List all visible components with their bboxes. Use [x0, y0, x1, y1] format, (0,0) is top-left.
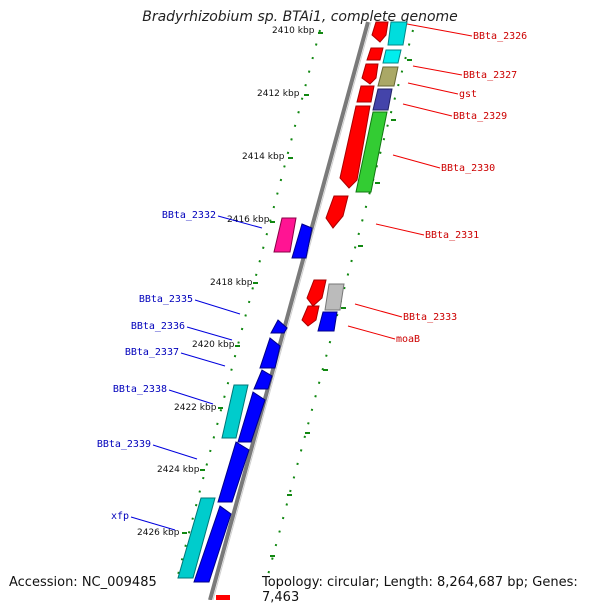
- gene-bbta-2333-red-a: [306, 279, 327, 307]
- major-ticks: [182, 32, 412, 557]
- left-tick-scale: [177, 29, 321, 576]
- gene-bbta-2329-red: [356, 85, 375, 103]
- gene-bbta-2330-red: [339, 105, 371, 189]
- label-bbta-2326: BBta_2326: [473, 31, 527, 42]
- label-bbta-2333: BBta_2333: [403, 312, 457, 323]
- label-bbta-2338: BBta_2338: [113, 384, 167, 395]
- gene-bbta-2332: [291, 223, 313, 259]
- kbp-label-2424: 2424 kbp: [157, 465, 200, 475]
- label-bbta-2339: BBta_2339: [97, 439, 151, 450]
- gene-bbta-2338: [237, 391, 266, 443]
- label-bbta-2331: BBta_2331: [425, 230, 479, 241]
- gene-bbta-2336: [270, 319, 288, 334]
- label-gst: gst: [459, 89, 477, 100]
- gene-bbta-2337: [259, 337, 281, 369]
- kbp-label-2420: 2420 kbp: [192, 340, 235, 350]
- gene-features-right: [301, 21, 408, 332]
- gene-bbta-2332-magenta: [273, 217, 297, 253]
- gene-bbta-2327: [366, 47, 384, 61]
- gene-bbta-2333-red-b: [301, 305, 320, 327]
- gene-bbta-2333: [324, 283, 345, 311]
- label-bbta-2335: BBta_2335: [139, 294, 193, 305]
- gene-bbta-2328-red: [361, 63, 379, 85]
- map-title: Bradyrhizobium sp. BTAi1, complete genom…: [142, 9, 458, 25]
- topology-text: Topology: circular; Length: 8,264,687 bp…: [262, 575, 578, 605]
- gene-bbta-2331: [325, 195, 349, 229]
- gene-bbta-2329: [372, 88, 393, 111]
- label-xfp: xfp: [111, 511, 129, 522]
- gene-moab: [317, 311, 338, 332]
- label-bbta-2336: BBta_2336: [131, 321, 185, 332]
- kbp-label-2410: 2410 kbp: [272, 26, 315, 36]
- gene-gst: [377, 66, 399, 87]
- kbp-label-2416: 2416 kbp: [227, 215, 270, 225]
- accession-text: Accession: NC_009485: [9, 575, 157, 590]
- gene-features-left: [177, 217, 313, 600]
- gene-bbta-2338-small: [253, 369, 273, 390]
- kbp-label-2412: 2412 kbp: [257, 89, 300, 99]
- kbp-label-2414: 2414 kbp: [242, 152, 285, 162]
- gene-xfp: [193, 505, 232, 583]
- label-bbta-2332: BBta_2332: [162, 210, 216, 221]
- gene-bbta-2327-cyan: [382, 49, 402, 64]
- kbp-label-2418: 2418 kbp: [210, 278, 253, 288]
- gene-bbta-2330: [355, 111, 388, 193]
- gene-bottom-red: [216, 595, 230, 600]
- label-bbta-2329: BBta_2329: [453, 111, 507, 122]
- gene-bbta-2338-cyan: [221, 384, 249, 439]
- gene-bbta-2326-cyan: [387, 21, 408, 46]
- right-label-leaders: [347, 23, 473, 340]
- gene-xfp-cyan: [177, 497, 216, 579]
- label-bbta-2330: BBta_2330: [441, 163, 495, 174]
- label-moab: moaB: [396, 334, 420, 345]
- label-bbta-2327: BBta_2327: [463, 70, 517, 81]
- label-bbta-2337: BBta_2337: [125, 347, 179, 358]
- left-label-leaders: [130, 215, 263, 531]
- backbone-line-highlight: [212, 21, 372, 600]
- kbp-label-2426: 2426 kbp: [137, 528, 180, 538]
- gene-bbta-2326: [371, 21, 389, 43]
- gene-bbta-2339: [217, 441, 250, 503]
- kbp-label-2422: 2422 kbp: [174, 403, 217, 413]
- backbone-line: [208, 21, 370, 600]
